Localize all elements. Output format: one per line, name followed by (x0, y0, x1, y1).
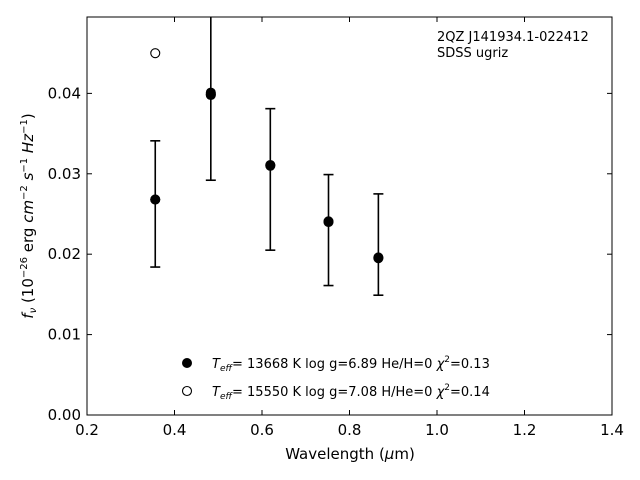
x-tick-label: 1.4 (600, 421, 624, 439)
annotation-object: 2QZ J141934.1-022412 (437, 30, 589, 45)
y-tick-label: 0.03 (48, 165, 81, 183)
x-tick-label: 0.6 (250, 421, 274, 439)
model-point-filled (373, 253, 384, 264)
errorbars-layer (150, 17, 384, 296)
model-point-filled (323, 216, 334, 228)
legend-marker-filled (182, 358, 192, 368)
annotation-filter: SDSS ugriz (437, 46, 508, 61)
model-point-filled (265, 160, 276, 171)
x-tick-label: 0.8 (338, 421, 362, 439)
model-point-open (205, 89, 216, 100)
plot-frame (86, 16, 613, 416)
y-tick-label: 0.02 (48, 245, 81, 263)
legend: Teff= 13668 K log g=6.89 He/H=0 χ2=0.13 … (181, 355, 490, 402)
x-tick-label: 0.4 (163, 421, 187, 439)
ticks-layer: 0.2 0.4 0.6 0.8 1.0 1.2 1.4 0.00 0.01 0.02 0.03 0.0… (48, 17, 624, 439)
x-axis-title: Wavelength (μm) (285, 445, 415, 463)
legend-label-h: Teff= 13668 K log g=6.89 He/H=0 χ2=0.13 (212, 355, 490, 374)
y-tick-label: 0.01 (48, 326, 81, 344)
model-point-open (150, 48, 161, 59)
y-axis-title: fν (10−26 erg cm−2 s−1 Hz−1) (19, 113, 39, 318)
x-tick-label: 1.0 (425, 421, 449, 439)
model-point-filled (150, 194, 161, 205)
legend-marker-open (181, 385, 193, 397)
points-layer (150, 48, 384, 264)
legend-label-he: Teff= 15550 K log g=7.08 H/He=0 χ2=0.14 (212, 383, 490, 402)
x-tick-label: 1.2 (513, 421, 537, 439)
x-tick-label: 0.2 (75, 421, 99, 439)
y-tick-label: 0.00 (48, 406, 81, 424)
y-tick-label: 0.04 (48, 84, 81, 102)
